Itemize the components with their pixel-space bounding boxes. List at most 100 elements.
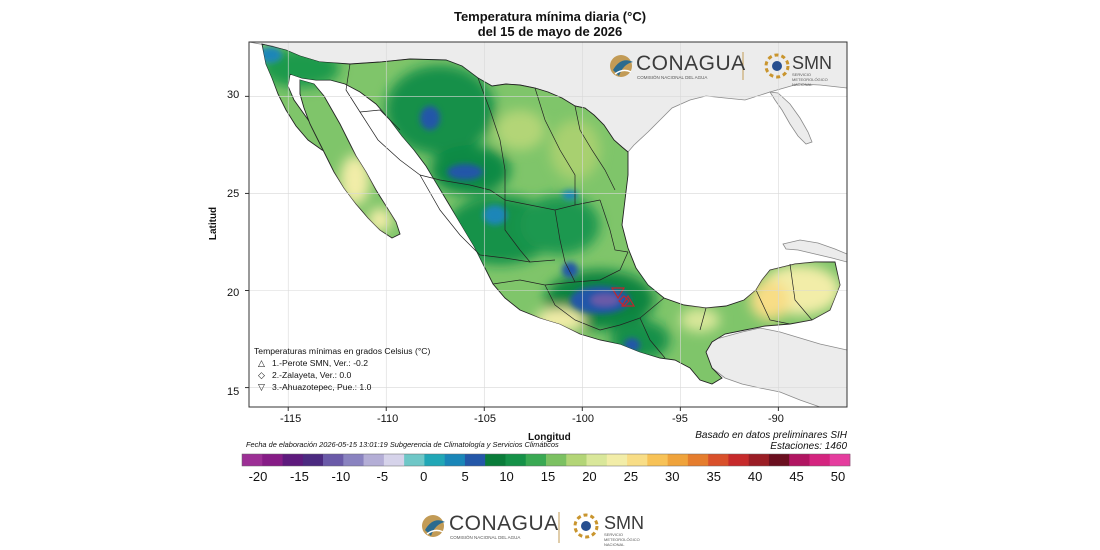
y-tick-label: 30 [227,89,240,101]
smn-logo-top [764,53,790,79]
x-tick-label: -110 [377,413,399,425]
colorbar-segment [464,454,486,466]
conagua-wordmark-top: CONAGUA [636,52,746,75]
colorbar-segment [627,454,648,466]
legend-item-label: 2.-Zalayeta, Ver.: 0.0 [272,370,352,380]
station-markers [610,287,636,307]
state-boundaries [345,63,813,359]
colorbar-label: 35 [706,469,721,484]
colorbar-segment [262,454,283,466]
colorbar-segment [363,454,385,466]
colorbar-segment [606,454,628,466]
colorbar-segment [505,454,527,466]
colorbar-segment [302,454,324,466]
colorbar-segment [242,454,263,466]
triangle-up-icon: △ [258,358,265,368]
conagua-subtitle-bottom: COMISIÓN NACIONAL DEL AGUA [450,535,521,540]
colorbar-border [241,453,851,467]
colorbar-segment [343,454,364,466]
colorbar [241,453,851,467]
colorbar-segment [768,454,790,466]
colorbar-label: 50 [830,469,846,484]
y-tick-label: 20 [227,287,240,299]
y-axis-label: Latitud [208,206,220,241]
data-source-note: Basado en datos preliminares SIH Estacio… [695,430,847,452]
triangle-down-icon: ▽ [258,382,265,392]
legend-item-label: 1.-Perote SMN, Ver.: -0.2 [272,358,369,368]
colorbar-label: 5 [461,469,469,484]
colorbar-segment [728,454,749,466]
colorbar-segment [829,454,851,466]
colorbar-segment [667,454,689,466]
x-axis-label: Longitud [528,432,571,443]
colorbar-segment [383,454,405,466]
smn-wordmark-top: SMN [792,53,832,73]
data-source-text: Basado en datos preliminares SIH [695,430,847,441]
colorbar-label: -10 [331,469,351,484]
colorbar-segment [546,454,567,466]
colorbar-segment [525,454,547,466]
x-tick-label: -115 [280,413,302,425]
colorbar-label: 15 [540,469,556,484]
colorbar-segment [485,454,506,466]
colorbar-label: -20 [248,469,268,484]
station-marker-zalayeta [618,295,630,307]
conagua-wordmark-bottom: CONAGUA [449,512,559,535]
smn-subtitle-bottom: SERVICIO METEOROLÓGICO NACIONAL [604,532,640,547]
smn-wordmark-bottom: SMN [604,513,644,533]
conagua-logo-bottom [422,515,445,537]
colorbar-segment [323,454,344,466]
gridlines [249,42,847,407]
y-tick-label: 15 [227,386,240,398]
x-tick-label: -105 [474,413,497,425]
colorbar-label: 30 [665,469,680,484]
colorbar-label: 40 [747,469,763,484]
colorbar-segment [809,454,831,466]
colorbar-label: 20 [582,469,597,484]
smn-subtitle-top: SERVICIO METEOROLÓGICO NACIONAL [792,72,828,87]
map-subtitle: del 15 de mayo de 2026 [477,24,623,39]
colorbar-label: 0 [420,469,428,484]
station-count: Estaciones: 1460 [770,441,847,452]
cuba-landmass [782,239,847,263]
x-tick-label: -90 [768,413,784,425]
colorbar-segment [282,454,304,466]
station-marker-ahuazotepec [610,287,626,300]
colorbar-label: 10 [499,469,514,484]
colorbar-segment [566,454,587,466]
conagua-subtitle-top: COMISIÓN NACIONAL DEL AGUA [637,75,708,80]
smn-logo-bottom [573,513,599,539]
colorbar-segment [404,454,425,466]
map-title: Temperatura mínima diaria (°C) [453,9,647,24]
colorbar-segment [424,454,445,466]
colorbar-label: 25 [623,469,639,484]
x-tick-label: -95 [672,413,688,425]
legend-item: ◇ 2.-Zalayeta, Ver.: 0.0 [254,369,430,381]
station-legend: Temperaturas mínimas en grados Celsius (… [254,345,430,393]
colorbar-segment [647,454,668,466]
y-tick-label: 25 [227,188,240,200]
map-frame [248,41,848,408]
legend-item-label: 3.-Ahuazotepec, Pue.: 1.0 [272,382,372,392]
diamond-icon: ◇ [258,370,265,380]
colorbar-label: -15 [290,469,309,484]
colorbar-label: 45 [789,469,804,484]
legend-item: ▽ 3.-Ahuazotepec, Pue.: 1.0 [254,381,430,393]
florida-landmass [769,91,813,145]
colorbar-segment [789,454,810,466]
colorbar-label: -5 [376,469,389,484]
colorbar-segment [687,454,709,466]
central-america-landmass [699,327,847,407]
colorbar-segment [586,454,608,466]
colorbar-segment [444,454,466,466]
temperature-field [262,47,840,360]
colorbar-segment [748,454,770,466]
conagua-logo-top [610,55,633,77]
x-tick-label: -100 [572,413,595,425]
legend-heading: Temperaturas mínimas en grados Celsius (… [254,346,431,356]
legend-item: △ 1.-Perote SMN, Ver.: -0.2 [254,357,430,369]
colorbar-segment [708,454,729,466]
station-marker-perote [620,294,636,307]
elaboration-date: Fecha de elaboración 2026-05-15 13:01:19… [246,440,559,449]
